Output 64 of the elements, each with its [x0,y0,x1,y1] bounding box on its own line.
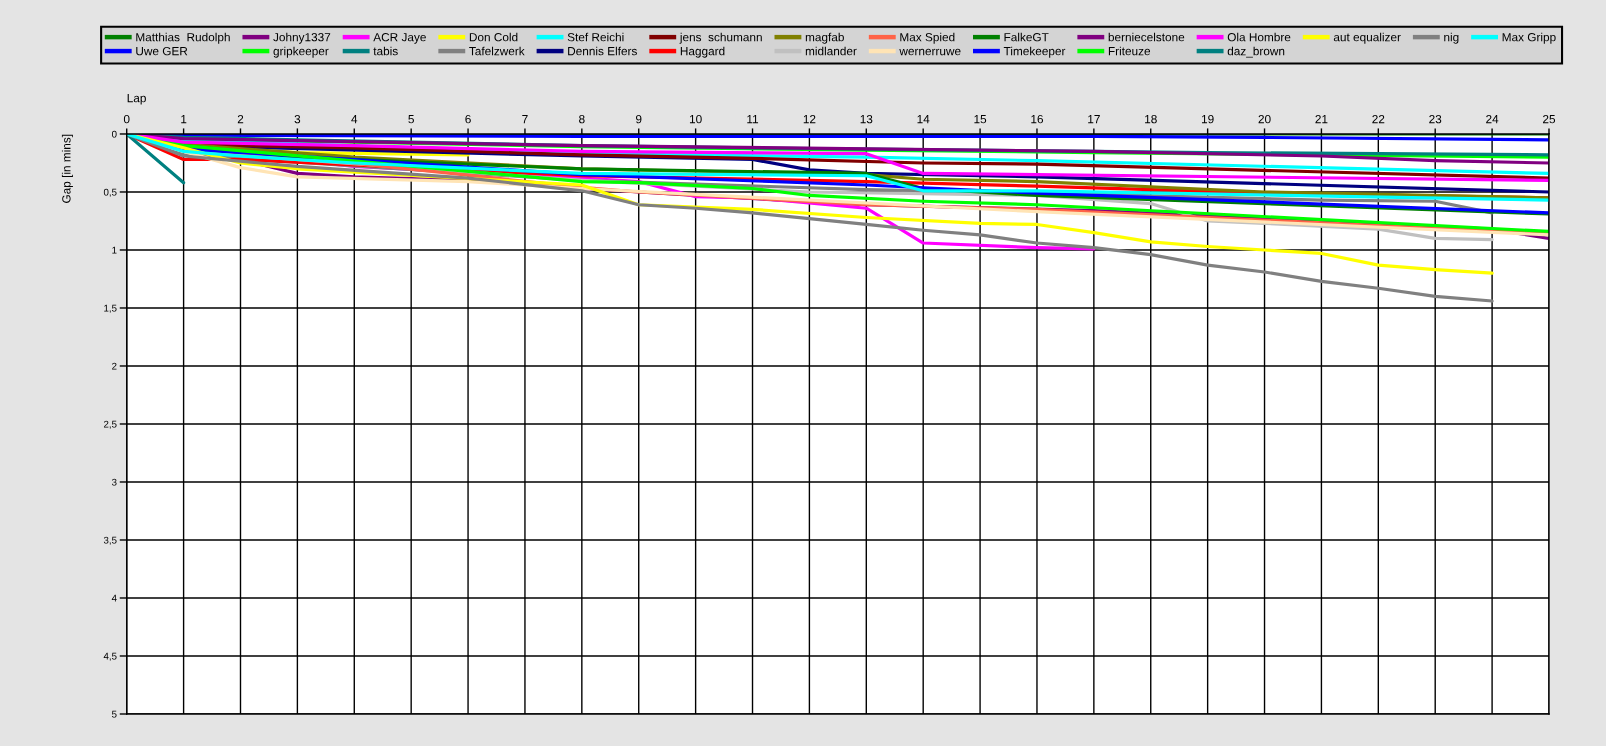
y-tick-label: 3 [111,478,117,486]
y-tick-label: 1,5 [104,304,117,313]
x-tick-label: 25 [1543,114,1556,124]
y-axis-title: Gap [in mins] [61,134,73,203]
legend-label: Stef Reichi [567,32,624,42]
legend-label: Tafelzwerk [469,46,525,56]
legend-label: Dennis Elfers [568,46,637,56]
legend-label: Uwe GER [136,46,188,56]
legend-label: Don Cold [469,32,518,42]
legend-label: jens schumann [679,32,762,44]
y-tick-label: 0 [111,130,117,138]
x-tick-label: 17 [1088,115,1100,124]
legend-label: Haggard [680,46,725,58]
legend-label: nig [1444,32,1459,44]
x-tick-label: 6 [465,114,471,124]
x-tick-label: 24 [1486,114,1499,124]
y-tick-label: 2 [112,362,117,370]
x-tick-label: 2 [237,114,244,124]
x-tick-label: 21 [1315,114,1328,124]
x-tick-label: 22 [1372,114,1385,124]
x-tick-label: 10 [689,114,702,124]
legend-label: tabis [373,46,398,56]
legend-label: Friteuze [1108,46,1151,56]
legend-label: Ola Hombre [1227,32,1291,42]
x-tick-label: 7 [522,115,528,124]
legend-label: magfab [805,32,844,44]
y-tick-label: 4 [111,594,117,602]
x-tick-label: 18 [1145,114,1157,124]
legend-label: gripkeeper [273,46,329,58]
x-tick-label: 5 [408,115,414,124]
legend-label: Johny1337 [273,32,331,44]
x-tick-label: 14 [917,115,930,124]
x-tick-label: 13 [860,114,873,124]
x-axis-title: Lap [127,94,146,105]
x-tick-label: 15 [974,115,987,124]
legend-label: Max Spied [900,32,955,44]
y-tick-label: 0,5 [103,188,117,197]
legend-label: daz_brown [1227,46,1285,58]
y-tick-label: 5 [111,710,117,718]
legend-label: midlander [805,46,857,56]
x-tick-label: 11 [747,115,759,124]
legend-label: berniecelstone [1108,32,1185,42]
x-tick-label: 23 [1429,114,1442,124]
y-tick-label: 1 [112,246,117,254]
legend-label: ACR Jaye [373,33,426,44]
y-tick-label: 3,5 [103,536,117,545]
legend-label: Max Gripp [1502,32,1556,44]
legend-label: FalkeGT [1004,32,1049,42]
x-tick-label: 3 [294,114,301,124]
x-tick-label: 12 [803,114,816,124]
y-tick-label: 4,5 [103,652,117,661]
x-tick-label: 16 [1031,114,1044,124]
x-tick-label: 0 [123,114,130,124]
y-tick-label: 2,5 [103,420,117,429]
x-tick-label: 9 [636,114,642,124]
x-tick-label: 8 [579,114,585,124]
x-tick-label: 19 [1201,114,1214,124]
legend-label: Timekeeper [1003,46,1066,58]
legend-label: wernerruwe [899,48,961,56]
legend-label: Matthias Rudolph [136,32,230,44]
x-tick-label: 20 [1258,114,1271,124]
legend-label: aut equalizer [1333,32,1401,44]
x-tick-label: 1 [181,115,187,124]
x-tick-label: 4 [351,115,358,124]
